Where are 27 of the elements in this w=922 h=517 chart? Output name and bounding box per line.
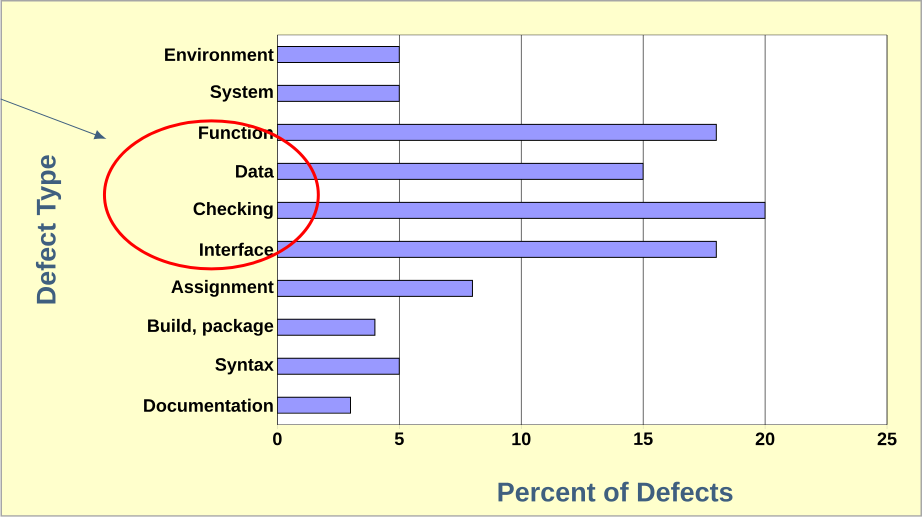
bar	[277, 85, 400, 102]
x-tick-label: 5	[394, 432, 404, 446]
bar	[277, 163, 644, 180]
y-tick-label: Documentation	[144, 398, 273, 412]
y-tick-label: Assignment	[171, 280, 274, 297]
x-tick-label: 15	[634, 432, 653, 446]
y-tick-label: Interface	[200, 242, 274, 256]
bar	[277, 280, 473, 297]
y-tick-label: Environment	[165, 48, 274, 62]
y-tick-label: Syntax	[215, 358, 274, 375]
y-tick-label: Data	[236, 165, 274, 178]
x-tick-label: 10	[512, 432, 530, 446]
bar	[277, 240, 717, 258]
y-tick-label: System	[210, 85, 273, 102]
x-tick-label: 25	[878, 432, 897, 446]
y-tick-label: Build, package	[148, 319, 274, 336]
bar	[277, 358, 400, 375]
y-tick-label: Checking	[194, 202, 273, 219]
bar	[277, 46, 400, 64]
bar	[277, 202, 766, 220]
x-axis-title: Percent of Defects	[498, 482, 732, 502]
bar	[277, 318, 376, 336]
bar	[277, 124, 717, 142]
y-axis-title: Defect Type	[36, 155, 62, 304]
x-tick-label: 20	[756, 432, 774, 446]
bar	[277, 396, 352, 414]
x-tick-label: 0	[273, 432, 282, 446]
